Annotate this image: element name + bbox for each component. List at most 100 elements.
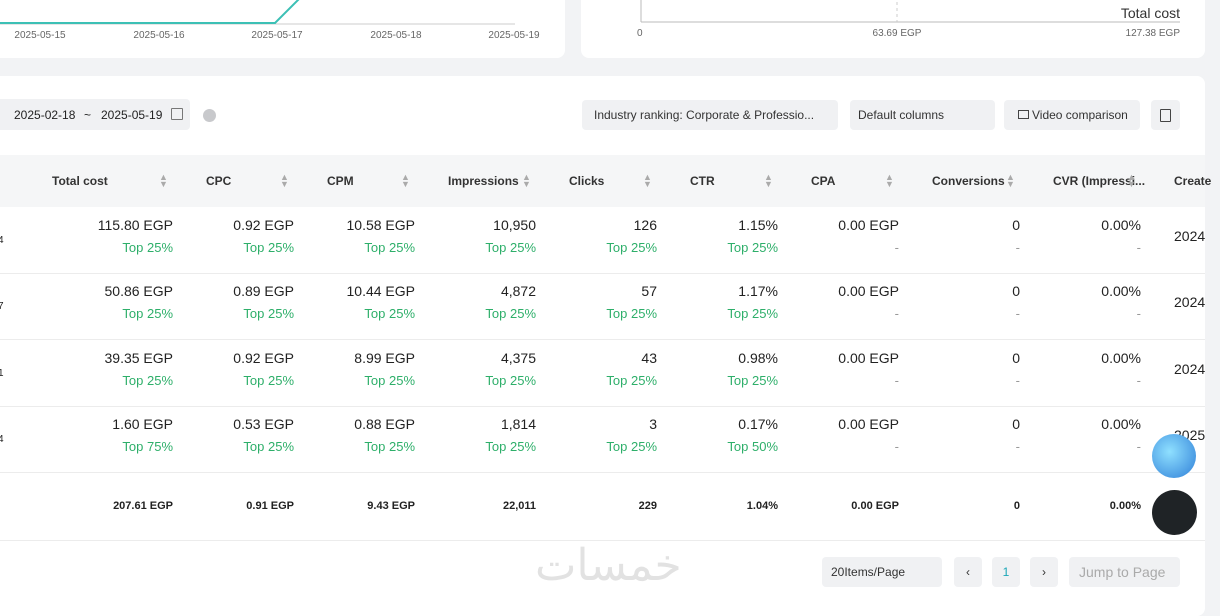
cell-rank: Top 25% — [364, 438, 415, 454]
cell-value: 43 — [641, 349, 657, 366]
page-size[interactable]: 20Items/Page — [822, 557, 942, 587]
table-header — [0, 155, 1205, 207]
cell-rank: - — [1136, 438, 1141, 454]
video-comparison-button[interactable]: Video comparison — [1004, 100, 1140, 130]
cell-rank: Top 25% — [727, 240, 778, 255]
download-icon — [1160, 109, 1171, 122]
help-icon[interactable] — [203, 109, 216, 122]
cell-value: 0 — [1012, 217, 1020, 233]
cell-rank: - — [1015, 372, 1020, 388]
trend-line — [0, 0, 300, 24]
column-header[interactable]: Create — [1174, 174, 1212, 188]
cell-rank: Top 25% — [364, 240, 415, 255]
trend-card — [0, 0, 565, 58]
cell-rank: - — [894, 372, 899, 388]
row-border — [0, 405, 1205, 407]
summary-value: 1.04% — [746, 500, 778, 512]
x-tick-label: 2025-05-19 — [488, 30, 540, 41]
column-header[interactable]: Impressions — [448, 174, 519, 188]
cell-value: 0.92 EGP — [233, 217, 294, 233]
date-end: 2025-05-19 — [101, 108, 163, 122]
dropdown-label: Industry ranking: Corporate & Professio.… — [594, 108, 815, 122]
cell-rank: Top 25% — [364, 306, 415, 322]
jump-placeholder: Jump to Page — [1079, 564, 1166, 580]
cell-value: 39.35 EGP — [104, 349, 174, 366]
chat-button[interactable] — [1152, 490, 1197, 535]
cell-value: 0 — [1012, 415, 1020, 432]
sort-icon: ▲ ▼ — [522, 172, 531, 189]
x-tick-label: 2025-05-18 — [370, 30, 422, 41]
cell-value: 10.58 EGP — [346, 217, 416, 233]
column-header[interactable]: CPM — [327, 174, 354, 188]
compare-icon — [1018, 110, 1029, 119]
row-id: 7 — [0, 301, 4, 313]
page-size-label: 20Items/Page — [831, 565, 906, 579]
cell-value: 115.80 EGP — [97, 217, 173, 233]
industry-dropdown[interactable]: Industry ranking: Corporate & Professio.… — [582, 100, 838, 130]
cell-rank: Top 25% — [243, 438, 294, 454]
cell-rank: Top 50% — [727, 438, 778, 454]
cell-created: 2024 — [1174, 294, 1206, 311]
cell-rank: Top 25% — [485, 240, 536, 255]
row-id: 1 — [0, 367, 4, 379]
download-button[interactable] — [1151, 100, 1180, 130]
cell-value: 0.88 EGP — [354, 415, 415, 432]
cell-value: 1.60 EGP — [112, 415, 173, 432]
column-header[interactable]: Total cost — [52, 174, 108, 188]
cell-value: 3 — [649, 415, 657, 432]
cell-rank: Top 25% — [122, 240, 173, 255]
cell-value: 0.00 EGP — [838, 217, 899, 233]
cell-rank: - — [894, 240, 899, 255]
column-header[interactable]: Clicks — [569, 174, 605, 188]
cell-value: 0.17% — [738, 415, 778, 432]
cell-value: 0.53 EGP — [233, 415, 294, 432]
summary-value: 0 — [1013, 500, 1020, 512]
cell-value: 0.00% — [1101, 415, 1141, 432]
cell-rank: - — [1136, 306, 1141, 322]
jump-input[interactable]: Jump to Page — [1069, 557, 1180, 587]
column-header[interactable]: CPC — [206, 174, 232, 188]
cell-rank: - — [1136, 240, 1141, 255]
date-range[interactable]: 2025-02-18 ~2025-05-19 — [0, 99, 190, 130]
sort-icon: ▲ ▼ — [764, 172, 773, 189]
sort-icon: ▲ ▼ — [885, 172, 894, 189]
column-header[interactable]: CVR (Impressi... — [1053, 174, 1146, 188]
date-start: 2025-02-18 — [14, 108, 76, 122]
sort-icon: ▲ ▼ — [280, 172, 289, 189]
sort-icon: ▲ ▼ — [1006, 172, 1015, 189]
x-tick-label: 2025-05-16 — [133, 30, 185, 41]
cell-rank: Top 25% — [485, 372, 536, 388]
cell-rank: Top 25% — [364, 372, 415, 388]
cell-value: 0.98% — [738, 349, 778, 366]
summary-value: 207.61 EGP — [113, 500, 173, 512]
cell-rank: Top 25% — [727, 372, 778, 388]
cell-rank: Top 25% — [485, 438, 536, 454]
button-label: Video comparison — [1032, 108, 1128, 122]
columns-dropdown[interactable]: Default columns — [850, 100, 995, 130]
column-header[interactable]: CPA — [811, 174, 836, 188]
row-border — [0, 540, 1205, 541]
trend-lines — [0, 0, 515, 25]
column-header[interactable]: Conversions — [932, 174, 1005, 188]
prev-button[interactable]: ‹ — [954, 557, 982, 587]
cell-value: 0.00 EGP — [838, 283, 899, 300]
row-border — [0, 339, 1205, 341]
x-tick-label: 2025-05-17 — [251, 30, 303, 41]
column-header[interactable]: CTR — [690, 174, 715, 188]
cell-value: 1,814 — [500, 415, 536, 432]
assistant-button[interactable] — [1152, 434, 1196, 478]
cell-rank: - — [894, 306, 899, 322]
cell-rank: Top 25% — [485, 306, 536, 322]
cell-rank: - — [1136, 372, 1141, 388]
summary-value: 0.00% — [1109, 500, 1141, 512]
cell-created: 2024 — [1174, 228, 1206, 244]
cell-value: 4,872 — [500, 283, 536, 300]
cell-value: 0.00% — [1101, 349, 1141, 366]
current-page[interactable]: 1 — [992, 557, 1020, 587]
cell-rank: - — [1015, 240, 1020, 255]
sort-icon: ▲ ▼ — [159, 172, 168, 189]
next-button[interactable]: › — [1030, 557, 1058, 587]
x-tick-label: 0 — [637, 28, 643, 39]
cell-rank: - — [1015, 438, 1020, 454]
cell-value: 1.17% — [738, 283, 778, 300]
